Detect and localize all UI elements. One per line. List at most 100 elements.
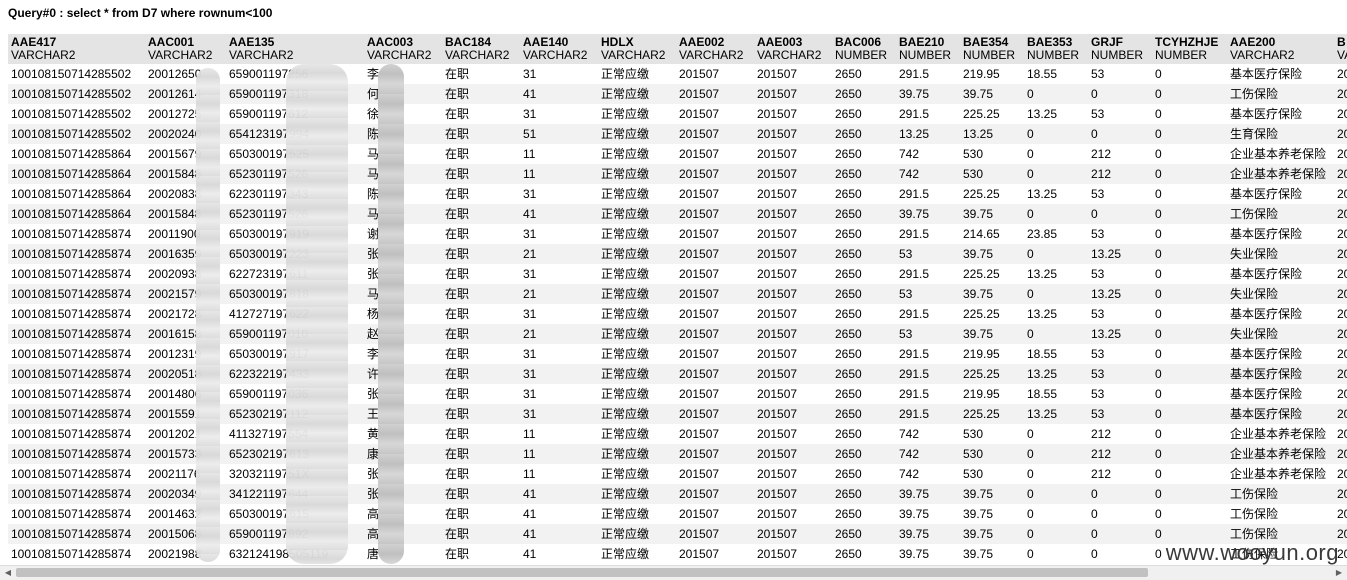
column-header-aac001[interactable]: AAC001 VARCHAR2 — [145, 34, 226, 64]
table-cell: 39.75 — [899, 506, 930, 521]
table-row[interactable]: 100108150714285874 20021728 412727197622 杨 在… — [8, 304, 1347, 324]
table-cell: 100108150714285502 — [8, 124, 145, 144]
table-row[interactable]: 100108150714285874 20011900 650300197919 谢 在… — [8, 224, 1347, 244]
column-header-bae210[interactable]: BAE210 NUMBER — [896, 34, 960, 64]
table-row[interactable]: 100108150714285864 20015679 650300197525 马 在… — [8, 144, 1347, 164]
table-row[interactable]: 100108150714285502 20020240 654123197994 陈在… — [8, 124, 1347, 144]
table-cell: 341221197644 — [226, 484, 364, 504]
table-cell: 622301197343 — [229, 186, 309, 201]
column-header-aae002[interactable]: AAE002 VARCHAR2 — [676, 34, 754, 64]
column-header-bac006[interactable]: BAC006 NUMBER — [832, 34, 896, 64]
column-header-aae140[interactable]: AAE140 VARCHAR2 — [520, 34, 598, 64]
table-row[interactable]: 100108150714285874 20016158 659001197010 赵在… — [8, 324, 1347, 344]
column-name: AAC003 — [367, 35, 414, 49]
table-cell: 在职 — [442, 524, 520, 544]
table-cell: 0 — [1091, 506, 1098, 521]
table-cell: 39.75 — [899, 546, 930, 561]
column-header-tcyhzhje[interactable]: TCYHZHJE NUMBER — [1152, 34, 1227, 64]
column-name: AAE135 — [229, 35, 275, 49]
table-row[interactable]: 100108150714285874 20021176 32032119751X 张 在… — [8, 464, 1347, 484]
table-cell: 291.5 — [899, 106, 930, 121]
column-header-bac184[interactable]: BAC184 VARCHAR2 — [442, 34, 520, 64]
table-row[interactable]: 100108150714285874 20015591 652302197112 王在… — [8, 404, 1347, 424]
column-header-aae135[interactable]: AAE135 VARCHAR2 — [226, 34, 364, 64]
column-header-aae417[interactable]: AAE417 VARCHAR2 — [8, 34, 145, 64]
table-cell: 20 — [1337, 226, 1347, 241]
column-type: VARCHAR2 — [523, 48, 588, 62]
column-header-grjf[interactable]: GRJF NUMBER — [1088, 34, 1152, 64]
column-header-b[interactable]: BVA — [1334, 34, 1347, 64]
table-cell: 20 — [1334, 404, 1347, 424]
table-cell: 0 — [1152, 84, 1227, 104]
table-row[interactable]: 100108150714285874 20015733 652302197613 康在… — [8, 444, 1347, 464]
table-cell: 39.75 — [963, 506, 994, 521]
table-cell: 18.55 — [1027, 66, 1058, 81]
column-type: VARCHAR2 — [229, 48, 294, 62]
table-cell: 20020349 — [145, 484, 226, 504]
table-cell: 650300197615 — [229, 506, 310, 521]
table-cell: 742 — [896, 444, 960, 464]
column-name: AAE003 — [757, 35, 803, 49]
table-cell: 53 — [1091, 226, 1105, 241]
table-cell: 31 — [523, 66, 537, 81]
column-header-aae003[interactable]: AAE003 VARCHAR2 — [754, 34, 832, 64]
query-title: Query#0 : select * from D7 where rownum<… — [8, 6, 273, 20]
table-row[interactable]: 100108150714285874 20016359 650300197223 张在… — [8, 244, 1347, 264]
table-cell: 在职 — [445, 346, 470, 361]
horizontal-scrollbar[interactable]: ◀ ▶ — [0, 565, 1347, 580]
table-row[interactable]: 100108150714285502 20012725 659001197612 徐 在… — [8, 104, 1347, 124]
table-cell: 41 — [520, 524, 598, 544]
table-cell: 201507 — [754, 284, 832, 304]
table-row[interactable]: 100108150714285874 20012021 411327197554 黄 在… — [8, 424, 1347, 444]
table-row[interactable]: 100108150714285864 20015848 652301197526 马在… — [8, 204, 1347, 224]
table-row[interactable]: 100108150714285874 20012319 650300197917 李 在… — [8, 344, 1347, 364]
table-row[interactable]: 100108150714285864 20020838 622301197343 陈 在… — [8, 184, 1347, 204]
table-cell: 0 — [1155, 506, 1162, 521]
table-cell: 21 — [520, 284, 598, 304]
column-header-bae354[interactable]: BAE354 NUMBER — [960, 34, 1024, 64]
table-cell: 2650 — [835, 186, 862, 201]
column-header-aac003[interactable]: AAC003 VARCHAR2 — [364, 34, 442, 64]
table-row[interactable]: 100108150714285874 20014632 650300197615 高 在… — [8, 504, 1347, 524]
table-cell: 2650 — [832, 84, 896, 104]
table-cell: 201507 — [757, 306, 798, 321]
table-cell: 53 — [1091, 266, 1105, 281]
table-row[interactable]: 100108150714285874 20021579 650300197818 马在… — [8, 284, 1347, 304]
table-row[interactable]: 100108150714285874 20014806 659001197036 张 在… — [8, 384, 1347, 404]
table-cell: 742 — [899, 426, 920, 441]
table-cell: 100108150714285874 — [8, 284, 145, 304]
column-type: VARCHAR2 — [1230, 48, 1295, 62]
table-row[interactable]: 100108150714285874 20020518 622322197433 许在… — [8, 364, 1347, 384]
scrollbar-thumb[interactable] — [16, 568, 1148, 577]
table-cell: 742 — [899, 466, 920, 481]
table-cell: 2650 — [832, 524, 896, 544]
scroll-left-arrow-icon[interactable]: ◀ — [4, 568, 12, 577]
table-cell: 13.25 — [1027, 186, 1058, 201]
table-row[interactable]: 100108150714285874 20020938 622723197611 张 在… — [8, 264, 1347, 284]
table-cell: 在职 — [445, 66, 470, 81]
column-header-bae353[interactable]: BAE353 NUMBER — [1024, 34, 1088, 64]
table-cell: 201507 — [757, 426, 798, 441]
table-cell: 在职 — [442, 204, 520, 224]
table-cell: 201507 — [754, 84, 832, 104]
scroll-right-arrow-icon[interactable]: ▶ — [1335, 568, 1343, 577]
table-row[interactable]: 100108150714285874 20021988 63212419850511… — [8, 544, 1347, 564]
table-cell: 正常应缴 — [598, 324, 676, 344]
table-cell: 100108150714285874 — [11, 266, 132, 281]
table-row[interactable]: 100108150714285502 20012650 659001197256 李 在… — [8, 64, 1347, 84]
table-cell: 0 — [1024, 444, 1088, 464]
table-row[interactable]: 100108150714285502 20012614 659001197318 何在… — [8, 84, 1347, 104]
column-header-hdlx[interactable]: HDLX VARCHAR2 — [598, 34, 676, 64]
table-row[interactable]: 100108150714285874 20020349 341221197644 张在… — [8, 484, 1347, 504]
table-cell: 291.5 — [896, 364, 960, 384]
table-cell: 20015679 — [148, 146, 202, 161]
results-table-container[interactable]: AAE417 VARCHAR2 AAC001 VARCHAR2 AAE135 VARCHA… — [8, 34, 1347, 566]
table-cell: 0 — [1088, 124, 1152, 144]
table-row[interactable]: 100108150714285874 20015068 659001197892 高在… — [8, 524, 1347, 544]
table-cell: 0 — [1027, 546, 1034, 561]
table-cell: 2650 — [835, 546, 862, 561]
column-header-aae200[interactable]: AAE200 VARCHAR2 — [1227, 34, 1334, 64]
table-cell: 201507 — [757, 546, 798, 561]
table-cell: 100108150714285874 — [11, 546, 132, 561]
table-row[interactable]: 100108150714285864 20015848 652301197526 马在… — [8, 164, 1347, 184]
